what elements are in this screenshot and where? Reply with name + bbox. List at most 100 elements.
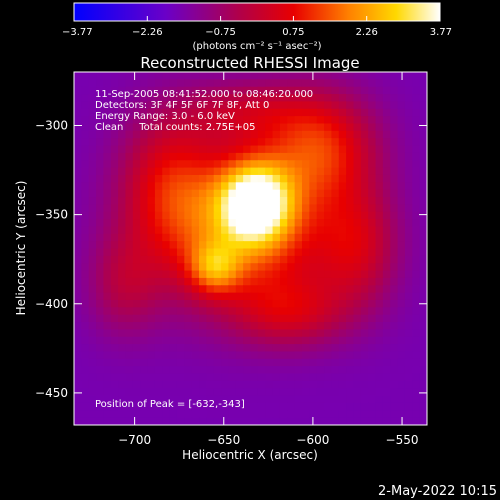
heatmap-cell <box>110 358 119 367</box>
heatmap-cell <box>191 402 200 411</box>
heatmap-cell <box>301 182 310 191</box>
heatmap-cell <box>118 314 127 323</box>
x-tick-label: −600 <box>296 433 329 447</box>
heatmap-cell <box>272 116 281 125</box>
heatmap-cell <box>375 255 384 264</box>
heatmap-cell <box>404 108 413 117</box>
heatmap-cell <box>221 314 230 323</box>
heatmap-cell <box>346 204 355 213</box>
heatmap-cell <box>88 160 97 169</box>
heatmap-cell <box>294 351 303 360</box>
heatmap-cell <box>272 380 281 389</box>
heatmap-cell <box>125 395 134 404</box>
heatmap-cell <box>279 138 288 147</box>
heatmap-cell <box>81 329 90 338</box>
heatmap-cell <box>368 255 377 264</box>
heatmap-cell <box>74 358 82 367</box>
heatmap-cell <box>346 351 355 360</box>
heatmap-cell <box>390 366 399 375</box>
heatmap-cell <box>265 366 274 375</box>
heatmap-cell <box>375 344 384 353</box>
heatmap-cell <box>213 174 222 183</box>
heatmap-cell <box>147 270 156 279</box>
heatmap-cell <box>221 307 230 316</box>
heatmap-cell <box>110 138 119 147</box>
heatmap-cell <box>375 358 384 367</box>
heatmap-cell <box>390 130 399 139</box>
heatmap-cell <box>279 233 288 242</box>
heatmap-cell <box>103 285 112 294</box>
heatmap-cell <box>140 123 149 132</box>
heatmap-cell <box>412 233 421 242</box>
heatmap-cell <box>324 314 332 323</box>
heatmap-cell <box>382 270 391 279</box>
heatmap-cell <box>272 292 281 301</box>
heatmap-cell <box>74 329 82 338</box>
heatmap-cell <box>324 417 332 425</box>
heatmap-cell <box>88 138 97 147</box>
heatmap-cell <box>213 101 222 110</box>
heatmap-cell <box>103 292 112 301</box>
heatmap-cell <box>309 299 318 308</box>
heatmap-cell <box>397 255 406 264</box>
heatmap-cell <box>338 101 347 110</box>
heatmap-cell <box>353 174 362 183</box>
heatmap-cell <box>221 79 230 88</box>
heatmap-cell <box>154 358 163 367</box>
heatmap-cell <box>228 402 237 411</box>
heatmap-cell <box>191 336 200 345</box>
heatmap-cell <box>331 79 340 88</box>
heatmap-cell <box>74 226 82 235</box>
heatmap-cell <box>272 79 281 88</box>
heatmap-cell <box>74 108 82 117</box>
heatmap-cell <box>88 322 97 330</box>
heatmap-cell <box>169 285 178 294</box>
heatmap-cell <box>74 307 82 316</box>
heatmap-cell <box>184 307 193 316</box>
heatmap-cell <box>375 123 384 132</box>
heatmap-cell <box>213 248 222 257</box>
heatmap-cell <box>81 344 90 353</box>
heatmap-cell <box>199 402 207 411</box>
heatmap-cell <box>368 86 377 95</box>
heatmap-cell <box>412 130 421 139</box>
heatmap-cell <box>206 380 215 389</box>
heatmap-cell <box>375 138 384 147</box>
heatmap-cell <box>368 336 377 345</box>
heatmap-cell <box>279 152 288 161</box>
heatmap-cell <box>103 366 112 375</box>
heatmap-cell <box>412 101 421 110</box>
heatmap-cell <box>228 130 237 139</box>
heatmap-cell <box>213 94 222 103</box>
heatmap-cell <box>404 160 413 169</box>
heatmap-cell <box>404 292 413 301</box>
heatmap-cell <box>96 189 105 198</box>
heatmap-cell <box>419 174 427 183</box>
heatmap-cell <box>162 189 171 198</box>
heatmap-cell <box>140 329 149 338</box>
heatmap-cell <box>213 123 222 132</box>
heatmap-cell <box>132 219 141 228</box>
heatmap-cell <box>353 314 362 323</box>
heatmap-cell <box>257 145 266 154</box>
heatmap-cell <box>324 182 332 191</box>
heatmap-cell <box>397 130 406 139</box>
heatmap-cell <box>287 182 296 191</box>
heatmap-cell <box>375 167 384 176</box>
heatmap-cell <box>301 174 310 183</box>
heatmap-cell <box>110 174 119 183</box>
heatmap-cell <box>96 211 105 220</box>
heatmap-cell <box>397 299 406 308</box>
heatmap-cell <box>88 116 97 125</box>
heatmap-cell <box>375 189 384 198</box>
heatmap-cell <box>309 410 318 419</box>
heatmap-cell <box>206 152 215 161</box>
heatmap-cell <box>331 108 340 117</box>
heatmap-cell <box>147 351 156 360</box>
heatmap-cell <box>316 329 325 338</box>
heatmap-cell <box>96 138 105 147</box>
heatmap-cell <box>221 204 230 213</box>
heatmap-cell <box>176 233 185 242</box>
heatmap-cell <box>272 248 281 257</box>
heatmap-cell <box>257 233 266 242</box>
